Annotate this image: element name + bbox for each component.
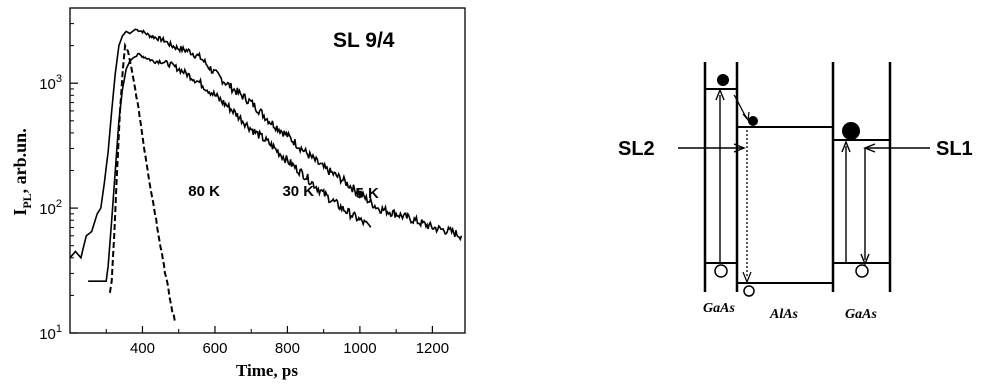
x-tick-label: 1000 (343, 340, 376, 357)
x-axis-ticks: 400 600 800 1000 1200 (106, 326, 449, 357)
series-label: 30 K (282, 183, 314, 200)
y-tick-exp: 1 (56, 323, 62, 335)
y-tick-base: 10 (39, 76, 56, 93)
label-gaas-left: GaAs (703, 301, 735, 316)
x-tick-label: 400 (130, 340, 155, 357)
x-axis-title: Time, ps (236, 361, 298, 380)
y-tick-label: 102 (39, 198, 62, 218)
electron-left (717, 74, 729, 86)
label-gaas-right: GaAs (845, 307, 877, 322)
label-sl2: SL2 (618, 138, 655, 160)
x-tick-label: 1200 (416, 340, 449, 357)
electron-right (842, 122, 860, 140)
electron-alas (748, 116, 758, 126)
y-tick-exp: 2 (56, 198, 62, 210)
y-tick-label: 103 (39, 73, 62, 93)
label-sl1: SL1 (936, 138, 973, 160)
series-label: 5 K (355, 185, 379, 202)
plot-frame (70, 8, 465, 333)
series-line-80k (110, 46, 175, 324)
label-alas: AlAs (769, 307, 799, 322)
hole-right (856, 265, 868, 277)
y-tick-label: 101 (39, 323, 62, 343)
y-tick-base: 10 (39, 201, 56, 218)
y-axis-title-rest: , arb.un. (10, 128, 30, 193)
y-axis-title-main: I (10, 209, 30, 216)
x-tick-label: 600 (202, 340, 227, 357)
y-tick-exp: 3 (56, 73, 62, 85)
x-tick-label: 800 (275, 340, 300, 357)
chart-title: SL 9/4 (333, 29, 395, 52)
y-axis-title: IPL, arb.un. (10, 128, 34, 215)
hole-alas (744, 286, 754, 296)
y-tick-base: 10 (39, 326, 56, 343)
transition-indirect-arrowhead (743, 272, 751, 282)
series-label: 80 K (188, 183, 220, 200)
hole-left (715, 265, 727, 277)
series-group (70, 29, 461, 323)
band-diagram (678, 62, 930, 296)
y-axis-title-sub: PL (20, 193, 34, 208)
